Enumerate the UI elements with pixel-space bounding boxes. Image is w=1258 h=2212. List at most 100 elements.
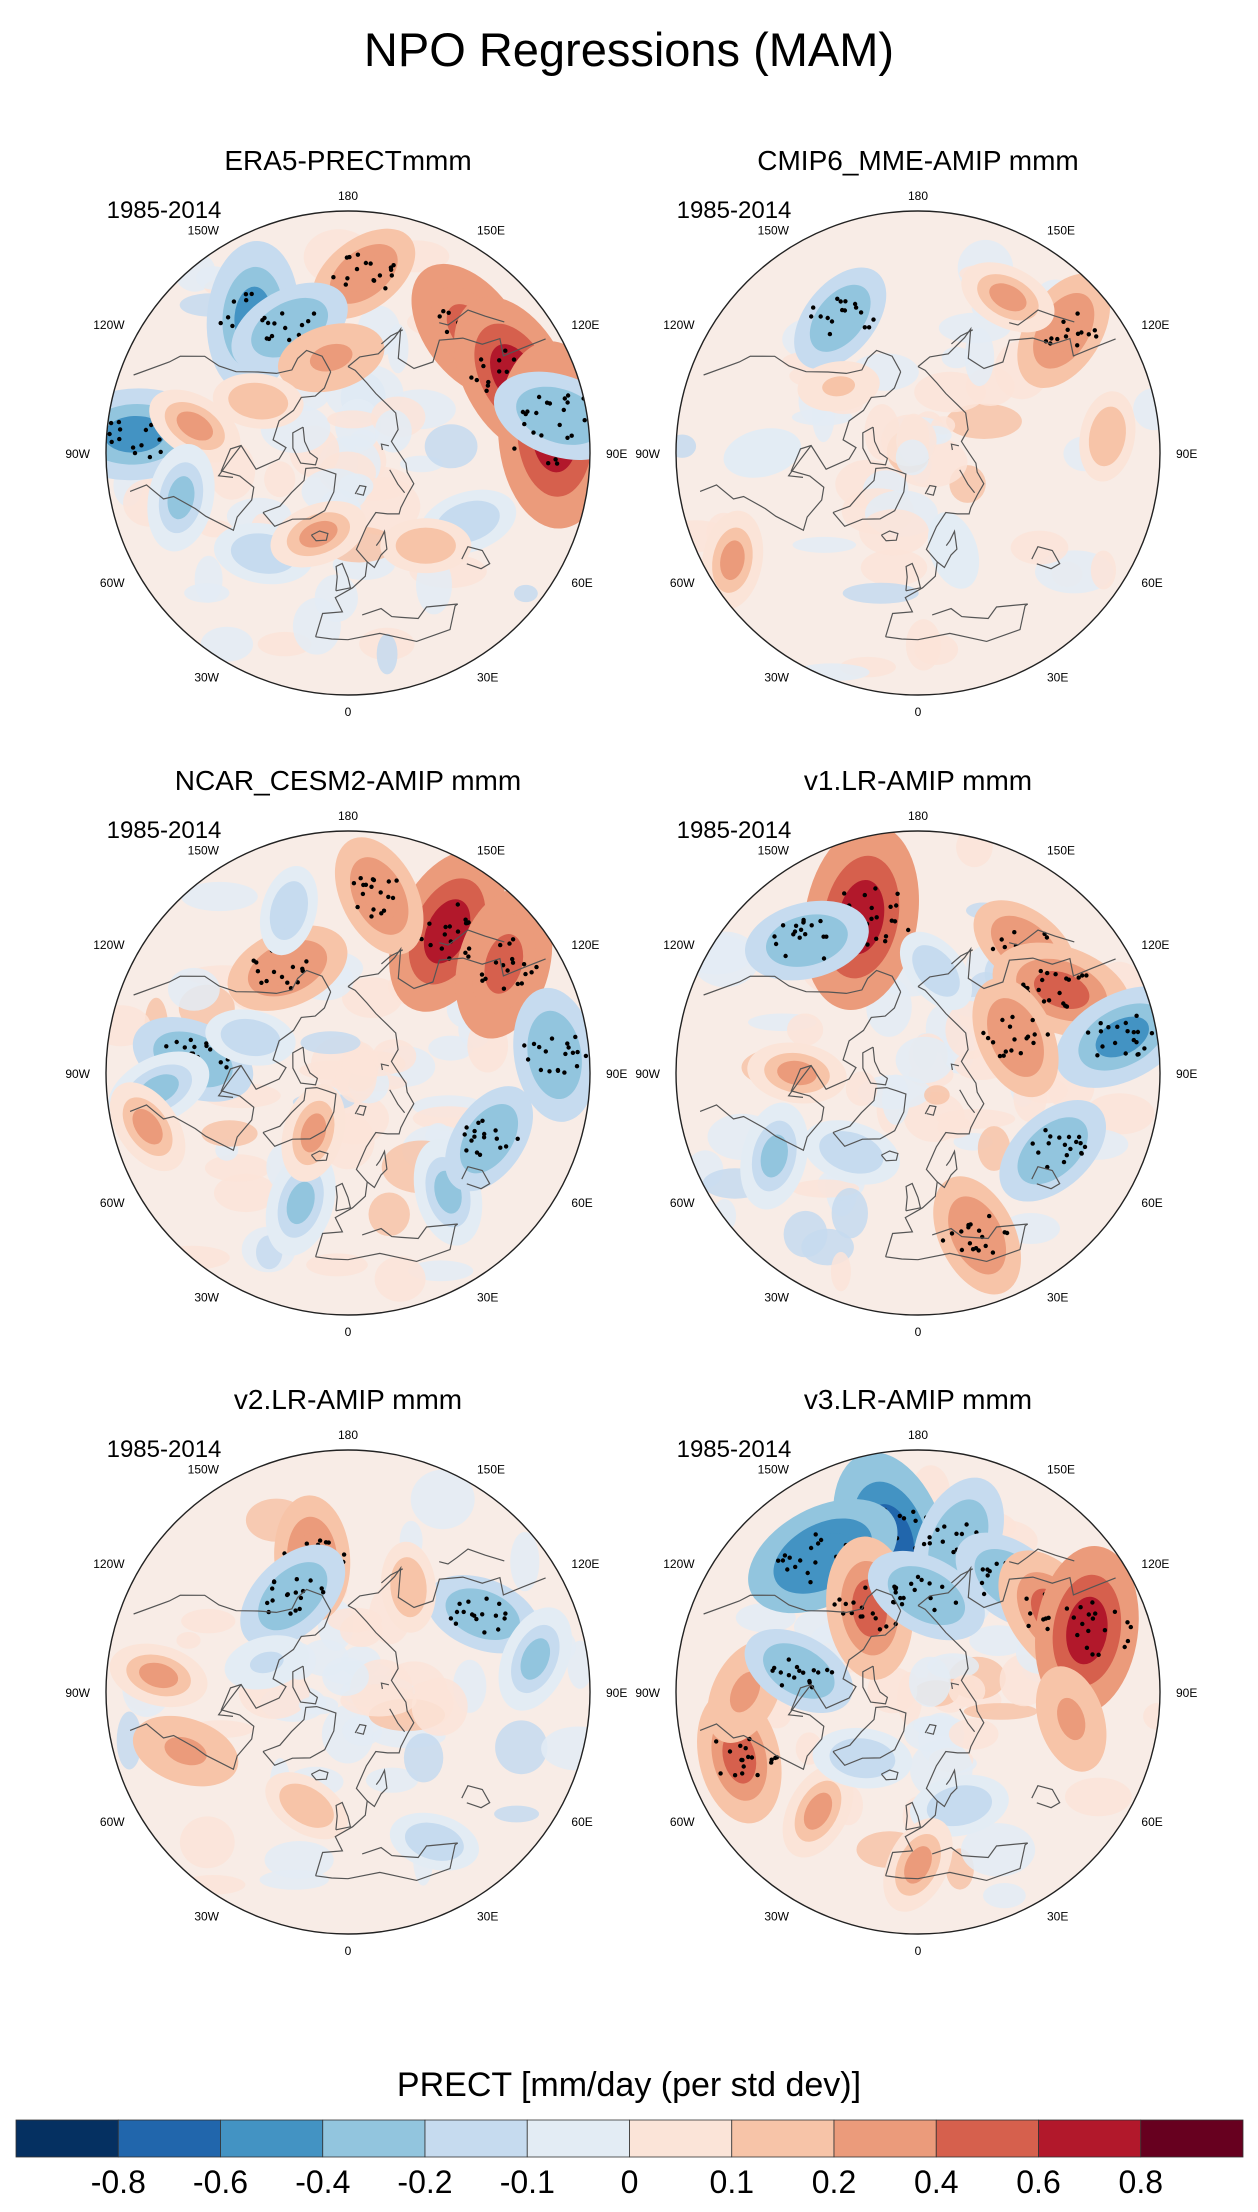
colorbar-tick-label: 0 (621, 2164, 639, 2200)
anomaly-patch (179, 1816, 235, 1869)
significance-dot (959, 1229, 964, 1234)
longitude-label: 180 (908, 189, 928, 203)
significance-dot (1055, 336, 1060, 342)
coastline (347, 326, 546, 370)
anomaly-contour (271, 1575, 314, 1617)
significance-dot (1082, 1144, 1088, 1150)
coastline (917, 326, 1116, 370)
anomaly-patch (1090, 550, 1116, 590)
significance-dot (838, 299, 843, 304)
significance-dot (821, 956, 827, 961)
significance-dot (889, 918, 894, 923)
significance-dot (976, 1228, 982, 1233)
significance-dot (522, 1043, 527, 1048)
significance-dot (980, 1567, 985, 1572)
significance-dot (478, 357, 484, 362)
anomaly-contour (299, 520, 338, 548)
coastline (703, 969, 902, 996)
significance-dot (443, 924, 448, 930)
significance-dot (269, 333, 275, 339)
significance-dot (1084, 973, 1089, 978)
significance-dot (317, 1538, 323, 1543)
significance-dot (534, 964, 539, 970)
longitude-label: 120W (663, 318, 695, 332)
anomaly-patch (201, 1120, 258, 1147)
anomaly-patch (376, 633, 398, 675)
significance-dot (942, 1524, 947, 1529)
longitude-label: 30W (194, 1909, 219, 1923)
significance-dot (1007, 1024, 1013, 1029)
anomaly-contour (407, 534, 445, 557)
significance-dot (469, 375, 474, 380)
anomaly-patch (116, 1711, 142, 1770)
colorbar-swatch (117, 2119, 221, 2158)
anomaly-patch (964, 327, 995, 387)
anomaly-patch (937, 1116, 973, 1139)
significance-dot (1049, 336, 1054, 341)
significance-dot (379, 911, 384, 916)
anomaly-patch (948, 1718, 999, 1750)
significance-dot (437, 314, 442, 319)
significance-dot (1074, 1139, 1079, 1145)
significance-dot (497, 369, 502, 374)
anomaly-patch (259, 1869, 329, 1890)
significance-dot (970, 1247, 976, 1252)
coastline (832, 466, 907, 528)
significance-dot (280, 311, 285, 316)
significance-dot (793, 1564, 798, 1570)
anomaly-contour (471, 1117, 507, 1160)
significance-dot (840, 307, 845, 313)
significance-dot (898, 1595, 903, 1601)
significance-dot (990, 1250, 996, 1255)
coastline (310, 530, 329, 542)
significance-dot (557, 422, 562, 428)
significance-dot (1018, 1051, 1023, 1056)
significance-dot (497, 358, 502, 363)
longitude-label: 150E (477, 844, 505, 858)
anomaly-contour (939, 1793, 980, 1819)
coastline (880, 1769, 899, 1781)
significance-dot (866, 325, 872, 330)
coastline (366, 1768, 388, 1808)
anomaly-patch (342, 977, 403, 1018)
significance-dot (732, 1773, 738, 1778)
significance-dot (355, 904, 360, 910)
significance-dot (272, 321, 277, 326)
significance-dot (858, 310, 864, 315)
significance-dot (785, 1567, 790, 1572)
significance-dot (453, 1621, 459, 1626)
significance-dot (1123, 1051, 1128, 1056)
significance-dot (503, 348, 508, 353)
significance-dot (772, 934, 777, 939)
coastline (217, 1684, 242, 1717)
anomaly-patch (956, 831, 993, 868)
longitude-label: 90W (635, 1686, 660, 1700)
significance-dot (1078, 1605, 1083, 1610)
significance-dot (1076, 1134, 1082, 1140)
map-panel: v3.LR-AMIP mmm 1985-2014 180 150E 120E 90E 60E… (635, 1384, 1197, 1958)
significance-dot (493, 1128, 498, 1133)
significance-dot (480, 1612, 485, 1617)
significance-dot (575, 1049, 580, 1055)
significance-dot (447, 924, 452, 929)
significance-dot (107, 431, 112, 437)
significance-dot (117, 427, 123, 432)
colorbar-swatch (424, 2119, 528, 2158)
significance-dot (208, 1047, 213, 1052)
map-border (105, 210, 591, 696)
anomaly-contour (760, 1134, 788, 1178)
anomaly-contour (343, 255, 385, 292)
significance-dot (264, 978, 269, 984)
coastline (347, 946, 546, 990)
significance-dot (439, 946, 444, 951)
anomaly-contour (132, 1108, 163, 1145)
significance-dot (862, 325, 867, 330)
significance-dot (787, 1555, 792, 1560)
longitude-label: 90E (1176, 1067, 1197, 1081)
significance-dot (109, 439, 114, 445)
significance-dot (1064, 1153, 1069, 1158)
significance-dot (218, 1060, 223, 1065)
anomaly-contour (921, 955, 951, 987)
coastline (380, 1063, 390, 1071)
coastline (703, 349, 902, 376)
